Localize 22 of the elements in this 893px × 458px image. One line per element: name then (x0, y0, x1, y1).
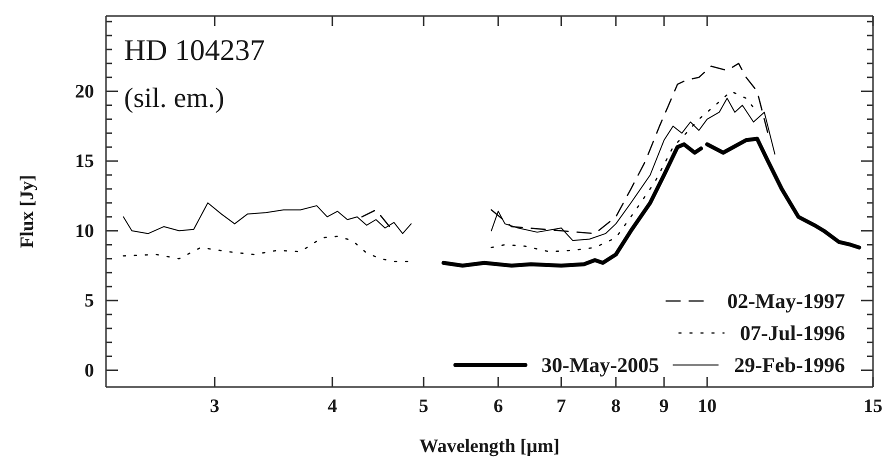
y-tick-label: 0 (84, 360, 94, 382)
x-tick-label: 3 (210, 396, 220, 418)
x-tick-label: 7 (556, 396, 567, 418)
y-axis-title: Flux [Jy] (17, 174, 38, 248)
legend-label: 07-Jul-1996 (740, 321, 845, 345)
legend-label: 30-May-2005 (541, 353, 660, 377)
text: HD 104237 (124, 34, 265, 67)
y-tick-label: 10 (75, 220, 94, 242)
text: (sil. em.) (124, 83, 224, 114)
legend-label: 29-Feb-1996 (734, 353, 845, 377)
y-tick-label: 5 (84, 290, 94, 312)
y-tick-label: 20 (75, 81, 94, 102)
x-tick-label: 10 (698, 396, 717, 418)
x-tick-label: 8 (611, 396, 621, 418)
y-tick-label: 15 (75, 151, 94, 172)
legend-label: 02-May-1997 (727, 289, 845, 313)
x-tick-label: 5 (418, 396, 428, 418)
x-tick-label: 4 (328, 396, 338, 418)
x-tick-label: 6 (493, 396, 503, 418)
x-axis-title: Wavelength [µm] (419, 436, 560, 457)
x-tick-label: 9 (659, 396, 669, 418)
x-tick-label: 15 (864, 396, 882, 418)
